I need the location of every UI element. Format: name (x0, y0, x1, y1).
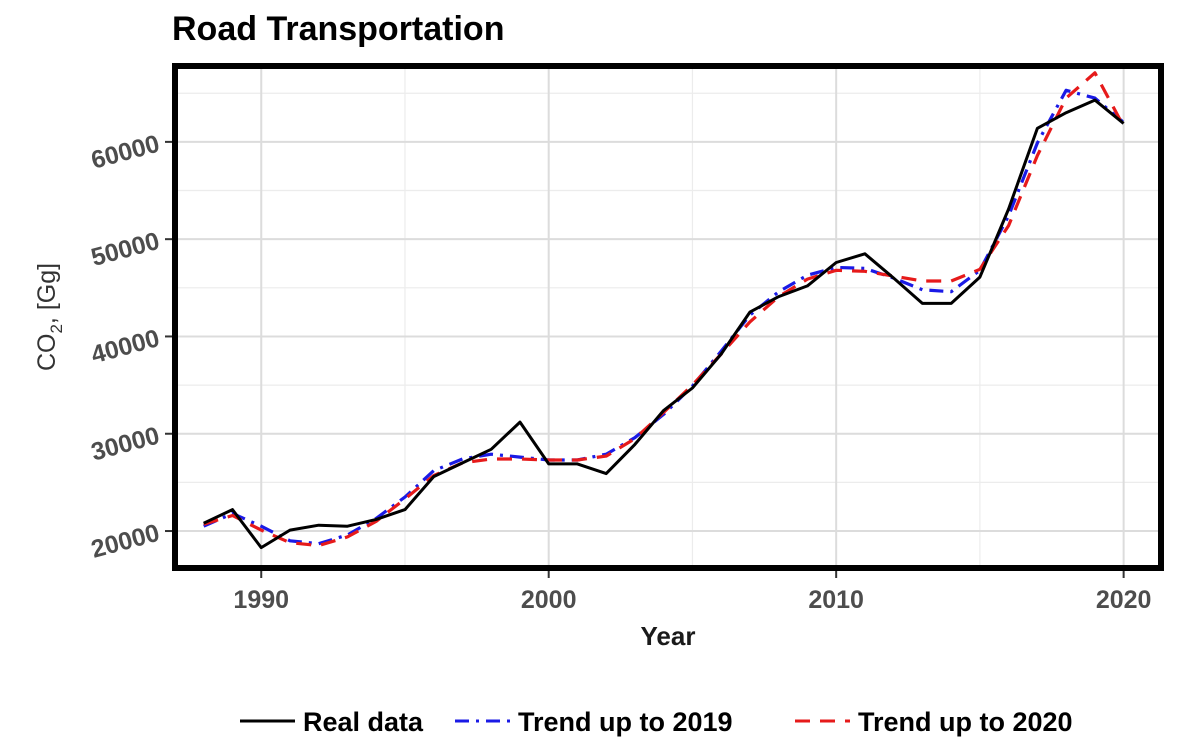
y-axis-title-suffix: , [Gg] (33, 263, 61, 324)
y-tick-label: 60000 (88, 130, 162, 175)
y-axis-title-prefix: CO (33, 334, 61, 372)
chart-title: Road Transportation (172, 10, 504, 48)
grid-major (175, 66, 1161, 568)
plot-panel (175, 66, 1161, 568)
plot-border (172, 63, 1164, 571)
grid-minor (175, 66, 1161, 568)
x-axis-title: Year (641, 621, 696, 651)
x-axis: 1990 2000 2010 2020 (233, 571, 1151, 614)
x-tick-label: 1990 (233, 586, 289, 614)
y-tick-label: 20000 (88, 519, 162, 564)
series-layer (203, 71, 1126, 550)
legend-label-trend-up-to-2020: Trend up to 2020 (858, 707, 1073, 737)
y-axis-title: CO2, [Gg] (33, 263, 66, 371)
y-axis-title-subscript: 2 (47, 324, 66, 333)
y-tick-label: 30000 (88, 421, 162, 466)
y-tick-label: 40000 (88, 324, 162, 369)
y-axis: 20000 30000 40000 50000 60000 (88, 130, 172, 564)
x-tick-label: 2020 (1096, 586, 1152, 614)
y-tick-label: 50000 (88, 227, 162, 272)
legend-label-trend-up-to-2019: Trend up to 2019 (518, 707, 733, 737)
series-line-real-data (203, 98, 1125, 550)
x-tick-label: 2010 (808, 586, 864, 614)
legend: Real data Trend up to 2019 Trend up to 202… (240, 707, 1073, 737)
legend-label-real-data: Real data (303, 707, 424, 737)
x-tick-label: 2000 (521, 586, 577, 614)
